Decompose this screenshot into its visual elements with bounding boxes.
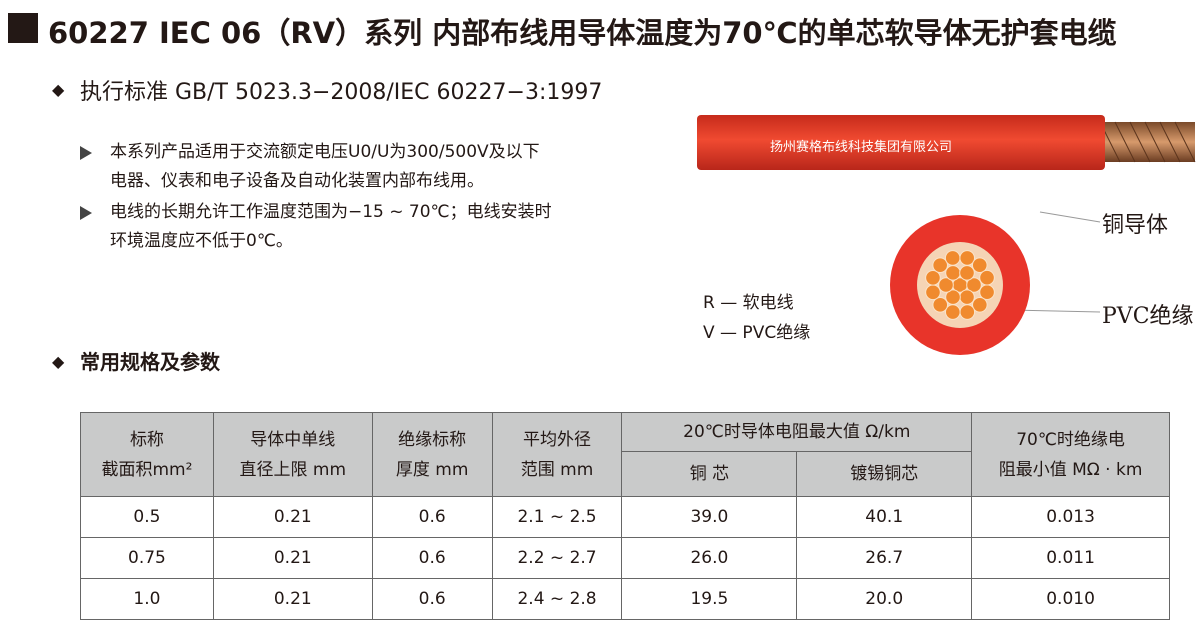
header-cell: 绝缘标称厚度 mm [371,412,493,497]
data-cell: 2.4 ~ 2.8 [491,578,623,620]
strand [979,269,995,286]
header-cell: 导体中单线直径上限 mm [212,412,373,497]
bullet-triangle [80,206,92,220]
strand [945,265,961,281]
strand [959,265,975,281]
data-cell: 2.2 ~ 2.7 [491,537,623,579]
leader [1039,211,1101,223]
data-cell: 20.0 [796,578,973,620]
data-row: 1.0 0.21 0.6 2.4 ~ 2.8 19.5 20.0 0.010 [80,578,1170,620]
data-cell: 19.5 [621,578,798,620]
note-line: 本系列产品适用于交流额定电压U0/U为300/500V及以下 [110,142,540,162]
data-cell: 0.013 [971,496,1170,538]
header-line: 绝缘标称 [398,429,467,450]
header-line: 20℃时导体电阻最大值 Ω/km [683,422,911,442]
copper-core [1090,122,1195,162]
cable-illustration [697,115,1196,355]
header-line: 平均外径 [523,429,592,450]
header-line: 范围 mm [520,459,594,480]
legend-item: R — 软电线 [703,293,794,313]
data-cell: 26.7 [796,537,973,579]
title-marker [8,13,38,43]
data-cell: 0.010 [971,578,1170,620]
title: 60227 IEC 06（RV）系列 内部布线用导体温度为70℃的单芯软导体无护… [48,16,1117,50]
header-cell: 标称截面积mm² [80,412,214,497]
spec-table: 标称 截面积mm² 导体中单线 直径上限 mm 绝缘标称 厚度 mm 平均外径 范围 mm 20… [80,412,1170,620]
strand [959,250,975,266]
conductor-label: 铜导体 [1102,213,1169,238]
data-cell: 0.21 [212,578,373,620]
data-cell: 0.011 [971,537,1170,579]
cable-label: 扬州赛格布线科技集团有限公司 [770,140,953,155]
strand [938,277,954,293]
data-cell: 26.0 [621,537,798,579]
cable-body [697,115,1105,170]
strand [971,257,988,273]
data-cell: 0.5 [80,496,214,538]
header-line: 截面积mm² [101,459,193,480]
note-line: 电线的长期允许工作温度范围为−15 ~ 70℃；电线安装时 [110,202,552,222]
strand [944,250,961,266]
strand [925,270,941,286]
strand [925,284,941,301]
header-line: 标称 [129,429,164,450]
note-line: 电器、仪表和电子设备及自动化装置内部布线用。 [110,171,484,191]
data-cell: 0.21 [212,496,373,538]
note-line: 环境温度应不低于0℃。 [110,231,293,251]
bullet-triangle [80,146,92,160]
bullet: ◆ [52,352,65,371]
subheader-row: 铜 芯镀锡铜芯 [81,451,1170,497]
header-line: 70℃时绝缘电 [1016,429,1125,450]
header-cell: 20℃时导体电阻最大值 Ω/km [621,412,973,452]
subheader-cell: 铜 芯 [621,451,798,497]
strand [932,297,949,313]
bullet: ◆ [52,80,65,99]
strand [945,304,961,320]
subheader-cell: 镀锡铜芯 [796,451,973,497]
header-cell: 平均外径范围 mm [491,412,623,497]
data-cell: 0.6 [371,496,493,538]
standard: 执行标准 GB/T 5023.3−2008/IEC 60227−3:1997 [80,80,603,105]
data-cell: 0.6 [371,537,493,579]
strand [932,257,948,274]
legend-item: V — PVC绝缘 [703,323,811,343]
strand [959,289,975,305]
strand [972,296,988,313]
section-title: 常用规格及参数 [80,350,220,374]
data-cell: 0.75 [80,537,214,579]
strand [966,277,982,293]
data-cell: 0.6 [371,578,493,620]
header-line: 厚度 mm [395,459,469,480]
header-row: 标称 截面积mm² 导体中单线 直径上限 mm 绝缘标称 厚度 mm 平均外径 范围 mm 20… [80,412,1170,497]
header-cell: 70℃时绝缘电 阻最小值 MΩ · km [971,412,1170,497]
data-row: 0.75 0.21 0.6 2.2 ~ 2.7 26.0 26.7 0.011 [80,537,1170,579]
header-line: 导体中单线 [250,429,336,450]
header-line: 阻最小值 MΩ · km [998,459,1143,480]
data-cell: 2.1 ~ 2.5 [491,496,623,538]
insulation-label: PVC绝缘 [1102,304,1194,329]
data-cell: 40.1 [796,496,973,538]
data-row: 0.5 0.21 0.6 2.1 ~ 2.5 39.0 40.1 0.013 [80,496,1170,538]
header-line: 直径上限 mm [239,459,347,480]
data-cell: 39.0 [621,496,798,538]
data-cell: 0.21 [212,537,373,579]
strand [959,304,976,320]
data-cell: 1.0 [80,578,214,620]
